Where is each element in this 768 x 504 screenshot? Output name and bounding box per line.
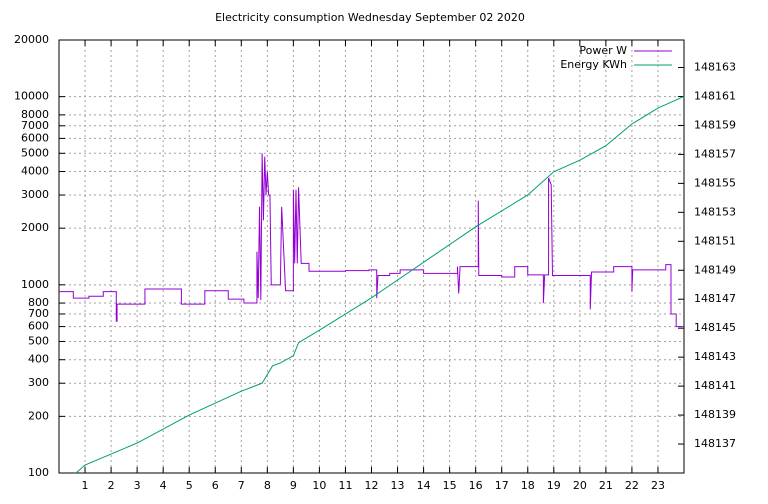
y2-tick-label: 148157 [694, 147, 736, 160]
legend-label: Power W [579, 44, 627, 57]
y-tick-label: 700 [28, 307, 49, 320]
y-tick-label: 500 [28, 334, 49, 347]
y2-tick-label: 148145 [694, 321, 736, 334]
y2-tick-label: 148137 [694, 437, 736, 450]
y2-tick-label: 148147 [694, 292, 736, 305]
x-tick-label: 21 [599, 479, 613, 492]
y-tick-label: 200 [28, 409, 49, 422]
y2-tick-label: 148159 [694, 118, 736, 131]
x-tick-label: 12 [365, 479, 379, 492]
x-tick-label: 22 [625, 479, 639, 492]
x-tick-label: 3 [134, 479, 141, 492]
y2-tick-label: 148161 [694, 89, 736, 102]
x-tick-label: 18 [521, 479, 535, 492]
y-tick-label: 1000 [21, 278, 49, 291]
plot-frame [58, 39, 685, 474]
x-tick-label: 4 [160, 479, 167, 492]
y2-tick-label: 148143 [694, 350, 736, 363]
y2-tick-label: 148141 [694, 379, 736, 392]
y-tick-label: 3000 [21, 188, 49, 201]
series-line [75, 96, 685, 474]
y2-tick-label: 148151 [694, 234, 736, 247]
x-tick-label: 16 [469, 479, 483, 492]
y-tick-label: 7000 [21, 119, 49, 132]
x-tick-label: 7 [238, 479, 245, 492]
x-tick-label: 17 [495, 479, 509, 492]
series-line [59, 153, 684, 328]
y-tick-label: 10000 [14, 90, 49, 103]
y2-tick-label: 148149 [694, 263, 736, 276]
y-tick-label: 6000 [21, 131, 49, 144]
chart-title: Electricity consumption Wednesday Septem… [215, 11, 525, 24]
y2-tick-label: 148139 [694, 408, 736, 421]
x-tick-label: 23 [651, 479, 665, 492]
y-tick-label: 20000 [14, 33, 49, 46]
x-tick-label: 15 [443, 479, 457, 492]
x-tick-label: 6 [212, 479, 219, 492]
y-tick-label: 400 [28, 353, 49, 366]
y2-tick-label: 148163 [694, 61, 736, 74]
x-tick-label: 8 [264, 479, 271, 492]
y-tick-label: 300 [28, 376, 49, 389]
x-tick-label: 11 [338, 479, 352, 492]
y-tick-label: 800 [28, 296, 49, 309]
y-tick-label: 100 [28, 466, 49, 479]
x-tick-label: 9 [290, 479, 297, 492]
x-tick-label: 10 [312, 479, 326, 492]
y-tick-label: 5000 [21, 146, 49, 159]
x-tick-label: 5 [186, 479, 193, 492]
y2-tick-label: 148155 [694, 176, 736, 189]
y-tick-label: 8000 [21, 108, 49, 121]
x-tick-label: 14 [417, 479, 431, 492]
x-tick-label: 13 [391, 479, 405, 492]
y-tick-label: 4000 [21, 165, 49, 178]
x-tick-label: 19 [547, 479, 561, 492]
legend-label: Energy KWh [560, 58, 627, 71]
y2-tick-label: 148153 [694, 205, 736, 218]
x-tick-label: 20 [573, 479, 587, 492]
y-tick-label: 2000 [21, 221, 49, 234]
y-tick-label: 600 [28, 320, 49, 333]
x-tick-label: 2 [108, 479, 115, 492]
x-tick-label: 1 [82, 479, 89, 492]
